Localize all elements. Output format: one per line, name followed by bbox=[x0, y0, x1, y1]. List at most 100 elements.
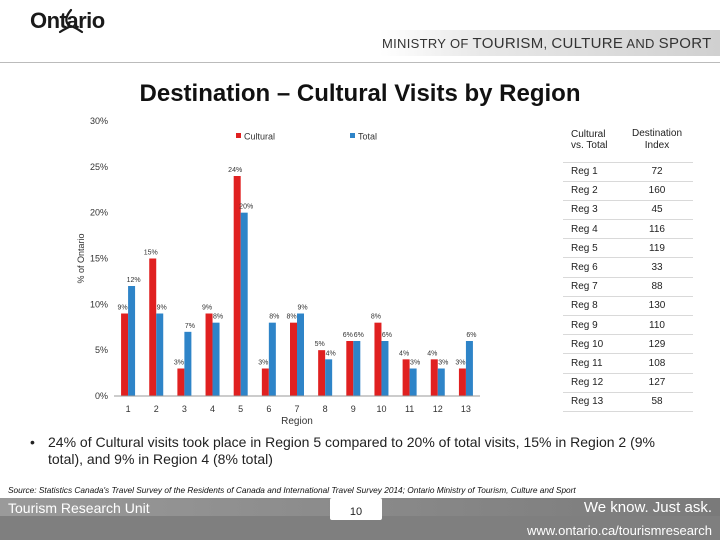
bar-cultural-region-9 bbox=[346, 341, 354, 396]
source-note: Source: Statistics Canada's Travel Surve… bbox=[8, 485, 576, 495]
footer-tagline: We know. Just ask. bbox=[583, 499, 712, 516]
data-label: 3% bbox=[174, 360, 184, 367]
header: Ontario MINISTRY OF TOURISM, CULTURE AND… bbox=[0, 0, 720, 62]
y-tick-label: 5% bbox=[95, 345, 108, 355]
table-cell-index: 45 bbox=[621, 200, 693, 221]
bar-cultural-region-11 bbox=[402, 359, 410, 396]
bar-cultural-region-10 bbox=[374, 322, 382, 396]
bar-total-region-11 bbox=[409, 368, 417, 396]
y-tick-label: 30% bbox=[90, 116, 108, 126]
bar-cultural-region-12 bbox=[430, 359, 438, 396]
table-cell-index: 119 bbox=[621, 238, 693, 259]
ministry-culture: CULTURE bbox=[551, 35, 624, 52]
bar-total-region-5 bbox=[240, 212, 248, 396]
table-row: Reg 11 108 bbox=[563, 353, 693, 374]
table-cell-region: Reg 6 bbox=[563, 257, 621, 278]
data-label: 9% bbox=[297, 305, 307, 312]
bullet-marker: • bbox=[30, 434, 35, 450]
bar-cultural-region-1 bbox=[121, 313, 129, 396]
x-tick-label: 7 bbox=[294, 404, 299, 414]
table-row: Reg 9 110 bbox=[563, 315, 693, 336]
data-label: 4% bbox=[326, 350, 336, 357]
table-row: Reg 10 129 bbox=[563, 334, 693, 355]
table-cell-region: Reg 8 bbox=[563, 296, 621, 317]
table-cell-region: Reg 2 bbox=[563, 181, 621, 201]
bar-total-region-2 bbox=[156, 313, 164, 396]
table-cell-index: 108 bbox=[621, 353, 693, 374]
table-cell-region: Reg 1 bbox=[563, 162, 621, 182]
x-tick-label: 13 bbox=[461, 404, 471, 414]
data-label: 9% bbox=[202, 305, 212, 312]
data-label: 4% bbox=[399, 350, 409, 357]
bar-cultural-region-7 bbox=[290, 322, 297, 396]
bar-chart: 9%12%15%9%3%7%9%8%24%20%3%8% 8%9%5%4%6% 6%… bbox=[76, 116, 480, 427]
data-label: 20% bbox=[239, 204, 253, 211]
data-label: 6% bbox=[382, 332, 392, 339]
bar-total-region-10 bbox=[381, 341, 389, 396]
bar-cultural-region-4 bbox=[205, 313, 213, 396]
ministry-tourism: TOURISM bbox=[472, 35, 544, 52]
ministry-sport: SPORT bbox=[658, 35, 712, 52]
data-label: 8% bbox=[269, 314, 279, 321]
data-label: 3% bbox=[258, 360, 268, 367]
legend-swatch bbox=[350, 133, 355, 138]
data-label: 6% bbox=[343, 332, 353, 339]
table-row: Reg 12 127 bbox=[563, 373, 693, 393]
table-cell-region: Reg 3 bbox=[563, 200, 621, 221]
table-cell-index: 110 bbox=[621, 315, 693, 336]
bar-total-region-7 bbox=[297, 313, 304, 396]
bar-total-region-13 bbox=[465, 341, 473, 396]
table-cell-region: Reg 11 bbox=[563, 353, 621, 374]
bar-total-region-12 bbox=[437, 368, 445, 396]
y-tick-label: 25% bbox=[90, 162, 108, 172]
x-tick-label: 3 bbox=[182, 404, 187, 414]
x-tick-label: 6 bbox=[266, 404, 271, 414]
data-label: 9% bbox=[118, 305, 128, 312]
data-label: 6% bbox=[354, 332, 364, 339]
destination-index-table: Cultural vs. Total Destination Index Reg… bbox=[563, 118, 693, 412]
bar-total-region-9 bbox=[353, 341, 361, 396]
bar-total-region-8 bbox=[325, 359, 333, 396]
table-cell-region: Reg 10 bbox=[563, 334, 621, 355]
table-cell-index: 88 bbox=[621, 277, 693, 297]
y-tick-label: 20% bbox=[90, 208, 108, 218]
table-header-row: Cultural vs. Total Destination Index bbox=[563, 118, 693, 163]
data-label: 12% bbox=[127, 277, 141, 284]
data-label: 3% bbox=[455, 360, 465, 367]
page-title: Destination – Cultural Visits by Region bbox=[139, 80, 581, 107]
bullet-text: 24% of Cultural visits took place in Reg… bbox=[48, 434, 655, 467]
footer-url: www.ontario.ca/tourismresearch bbox=[527, 523, 712, 538]
table-cell-region: Reg 5 bbox=[563, 238, 621, 259]
logo-text: Ontario bbox=[30, 8, 105, 33]
table-cell-index: 116 bbox=[621, 219, 693, 240]
ministry-name: MINISTRY OF TOURISM, CULTURE AND SPORT bbox=[382, 35, 712, 52]
x-tick-label: 5 bbox=[238, 404, 243, 414]
x-tick-label: 11 bbox=[405, 404, 414, 414]
table-cell-region: Reg 9 bbox=[563, 315, 621, 336]
bar-total-region-3 bbox=[184, 331, 192, 396]
x-tick-label: 1 bbox=[126, 404, 131, 414]
table-row: Reg 13 58 bbox=[563, 392, 693, 412]
page-number-box: 10 bbox=[330, 498, 382, 520]
table-cell-index: 58 bbox=[621, 392, 693, 412]
ontario-trillium-icon bbox=[58, 8, 84, 34]
table-row: Reg 7 88 bbox=[563, 277, 693, 297]
header-rule bbox=[0, 62, 720, 63]
table-cell-region: Reg 7 bbox=[563, 277, 621, 297]
x-axis-label: Region bbox=[281, 416, 313, 427]
ministry-and: AND bbox=[626, 36, 655, 51]
bar-cultural-region-2 bbox=[149, 258, 157, 396]
ministry-prefix: MINISTRY OF bbox=[382, 36, 469, 51]
data-label: 6% bbox=[466, 332, 476, 339]
table-row: Reg 2 160 bbox=[563, 181, 693, 201]
x-tick-label: 10 bbox=[376, 404, 386, 414]
x-tick-label: 4 bbox=[210, 404, 215, 414]
y-tick-label: 15% bbox=[90, 254, 108, 264]
bar-cultural-region-8 bbox=[318, 350, 326, 396]
table-cell-index: 72 bbox=[621, 162, 693, 182]
y-tick-label: 0% bbox=[95, 391, 108, 401]
bar-total-region-1 bbox=[128, 286, 136, 396]
x-tick-label: 8 bbox=[323, 404, 328, 414]
data-label: 8% bbox=[213, 314, 223, 321]
page-number: 10 bbox=[349, 506, 363, 518]
